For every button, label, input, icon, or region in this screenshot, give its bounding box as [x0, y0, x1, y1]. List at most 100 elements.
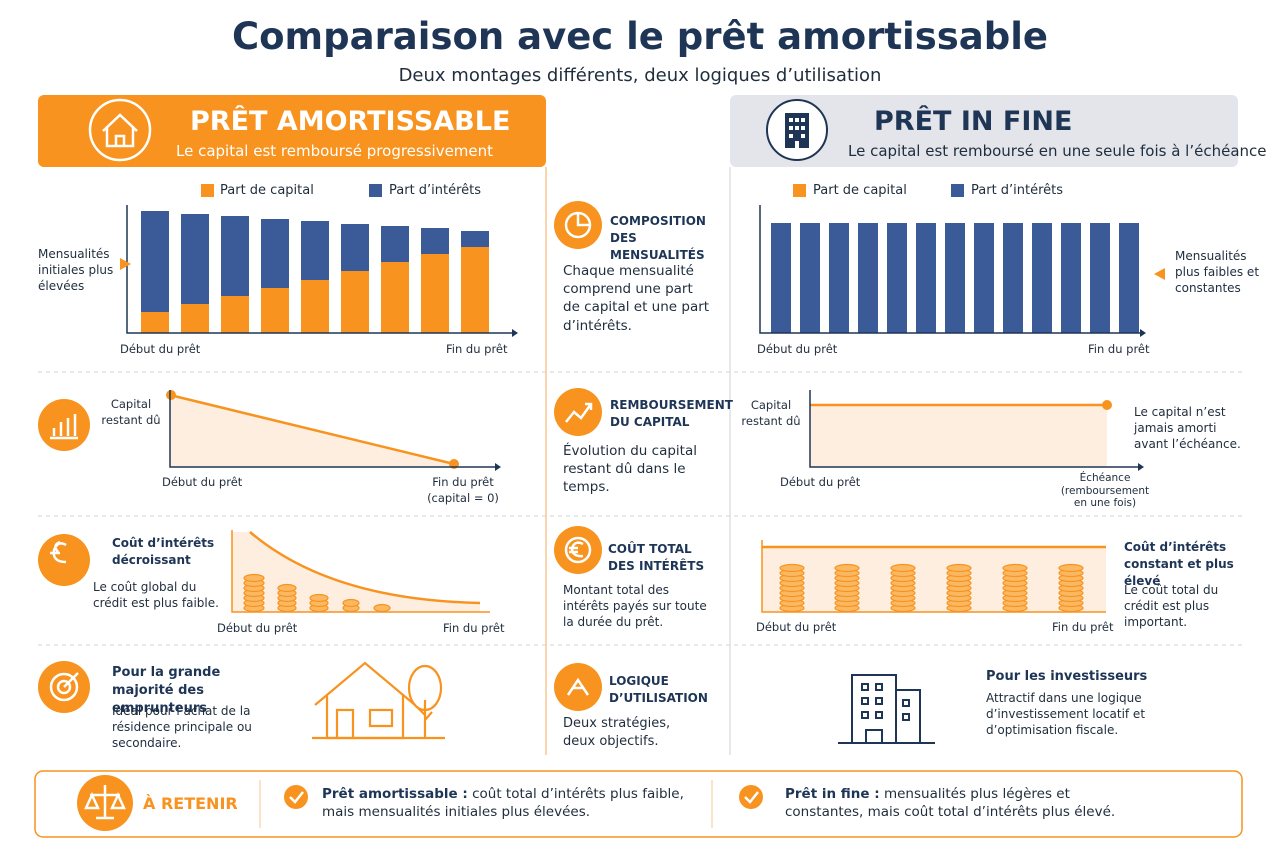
- illustration: [800, 223, 820, 333]
- heading: Coût d’intérêts constant et plus élevé: [1124, 540, 1234, 588]
- illustration: [169, 390, 495, 468]
- illustration: [951, 184, 964, 197]
- axis-label: Début du prêt: [780, 475, 861, 489]
- illustration: [381, 262, 409, 333]
- illustration: [762, 547, 1106, 612]
- note: Mensualités initiales plus élevées: [38, 247, 114, 294]
- illustration: [801, 134, 805, 138]
- illustration: [301, 280, 329, 333]
- illustration: [834, 563, 860, 573]
- illustration: [38, 534, 90, 586]
- axis-label: Fin du prêt: [1052, 620, 1114, 634]
- legend-label: Part de capital: [220, 183, 314, 198]
- illustration: [1138, 463, 1144, 471]
- illustration: [795, 118, 799, 122]
- illustration: [126, 205, 512, 334]
- illustration: [141, 211, 489, 333]
- legend-label: Part d’intérêts: [971, 183, 1064, 198]
- illustration: [945, 223, 965, 333]
- axis-label: Début du prêt: [162, 475, 243, 489]
- illustration: [88, 98, 152, 162]
- illustration: [1090, 223, 1110, 333]
- section-text: Montant total des intérêts payés sur tou…: [563, 583, 707, 630]
- illustration: [461, 247, 489, 333]
- illustration: [554, 526, 602, 574]
- illustration: [744, 791, 759, 804]
- illustration: [851, 674, 897, 744]
- summary-label: Prêt amortissable :: [322, 786, 468, 802]
- illustration: [566, 677, 590, 696]
- illustration: [554, 388, 602, 436]
- illustration: [38, 399, 90, 451]
- illustration: [569, 541, 584, 558]
- illustration: [801, 126, 805, 130]
- illustration: [243, 563, 1084, 613]
- illustration: [1002, 563, 1028, 573]
- summary-label: Prêt in fine :: [785, 786, 880, 802]
- illustration: [810, 405, 1107, 467]
- illustration: [169, 393, 455, 466]
- illustration: [771, 223, 791, 333]
- section-text: Deux stratégies, deux objectifs.: [563, 716, 671, 749]
- right-subtitle: Le capital est remboursé en une seule fo…: [848, 142, 1267, 160]
- illustration: [861, 683, 910, 721]
- illustration: [890, 563, 916, 573]
- heading: Pour les investisseurs: [986, 669, 1148, 684]
- section-text: Évolution du capital restant dû dans le …: [563, 443, 697, 496]
- illustration: [56, 679, 72, 695]
- illustration: [1058, 563, 1084, 573]
- axis-label: Capital restant dû: [741, 398, 801, 428]
- section-title: REMBOURSEMENT DU CAPITAL: [610, 398, 733, 429]
- illustration: [312, 661, 445, 740]
- illustration: [838, 674, 935, 744]
- illustration: [565, 402, 593, 423]
- summary-item: Prêt amortissable : coût total d’intérêt…: [322, 785, 687, 821]
- note: Le capital n’est jamais amorti avant l’é…: [1134, 405, 1241, 452]
- illustration: [1154, 268, 1165, 280]
- illustration: [858, 223, 878, 333]
- illustration: [417, 700, 433, 738]
- left-title: PRÊT AMORTISSABLE: [190, 106, 511, 137]
- illustration: [63, 672, 79, 688]
- illustration: [84, 785, 126, 820]
- text: Attractif dans une logique d’investissem…: [986, 691, 1146, 738]
- axis-label: Début du prêt: [757, 342, 838, 356]
- illustration: [801, 118, 805, 122]
- illustration: [289, 791, 304, 804]
- text: Le coût total du crédit est plus importa…: [1124, 583, 1219, 630]
- illustration: [1003, 223, 1023, 333]
- heading: Pour la grande majorité des emprunteurs: [112, 665, 221, 717]
- illustration: [369, 184, 382, 197]
- illustration: [342, 598, 360, 608]
- section-title: LOGIQUE D’UTILISATION: [609, 674, 708, 705]
- illustration: [495, 463, 501, 471]
- illustration: [34, 770, 1243, 838]
- illustration: [221, 296, 249, 333]
- illustration: [829, 223, 849, 333]
- summary-title: À RETENIR: [143, 794, 238, 813]
- axis-label: Fin du prêt: [446, 342, 508, 356]
- illustration: [166, 390, 176, 400]
- illustration: [795, 126, 799, 130]
- illustration: [946, 563, 972, 573]
- illustration: [564, 536, 592, 564]
- illustration: [50, 414, 78, 440]
- illustration: [407, 664, 443, 712]
- text: Idéal pour l’achat de la résidence princ…: [112, 704, 252, 751]
- illustration: [789, 118, 793, 122]
- illustration: [50, 540, 67, 564]
- axis-label: Fin du prêt (capital = 0): [427, 475, 499, 505]
- left-subtitle: Le capital est remboursé progressivement: [176, 142, 494, 160]
- illustration: [576, 213, 590, 227]
- illustration: [1140, 329, 1146, 337]
- legend-label: Part de capital: [813, 183, 907, 198]
- illustration: [261, 288, 289, 333]
- text: Le coût global du crédit est plus faible…: [93, 580, 219, 611]
- illustration: [249, 531, 481, 605]
- illustration: [795, 141, 799, 148]
- illustration: [730, 95, 1238, 167]
- illustration: [739, 785, 763, 809]
- illustration: [102, 113, 138, 148]
- page-title: Comparaison avec le prêt amortissable: [231, 15, 1049, 58]
